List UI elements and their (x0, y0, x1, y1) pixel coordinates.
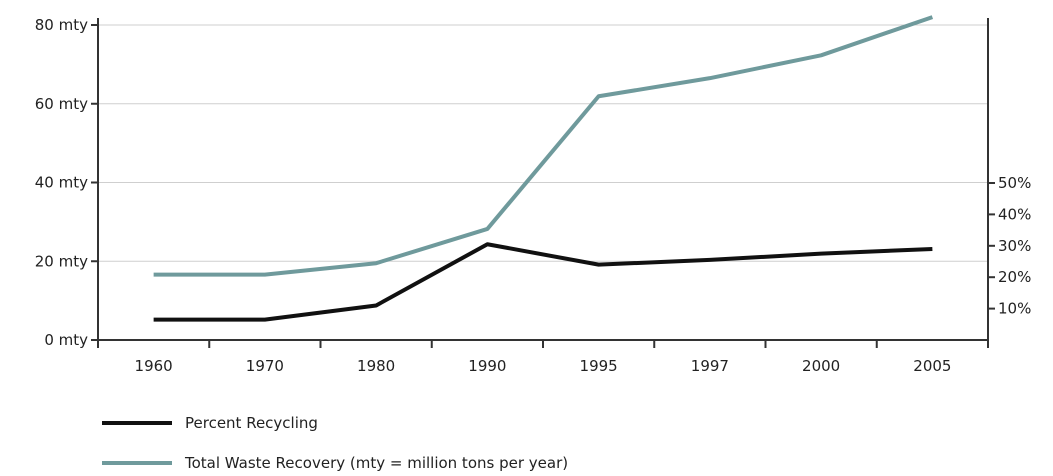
x-tick-label: 1990 (468, 357, 506, 375)
legend-label-total-waste-recovery: Total Waste Recovery (mty = million tons… (184, 454, 568, 472)
series-line-1 (153, 242, 933, 322)
x-tick-label: 1970 (246, 357, 284, 375)
x-axis-ticks: 1960 1970 1980 1990 1995 1997 2000 2005 (97, 340, 989, 375)
left-tick-label: 80 mty (35, 16, 88, 34)
x-tick-label: 1997 (691, 357, 729, 375)
left-tick-label: 40 mty (35, 174, 88, 192)
left-tick-label: 60 mty (35, 95, 88, 113)
x-tick-label: 1960 (135, 357, 173, 375)
right-tick-label: 40% (998, 205, 1031, 223)
axes (97, 18, 989, 341)
left-tick-label: 20 mty (35, 252, 88, 270)
x-tick-label: 2005 (913, 357, 951, 375)
series-lines (153, 15, 934, 322)
x-tick-label: 1995 (580, 357, 618, 375)
left-tick-label: 0 mty (44, 331, 88, 349)
right-tick-label: 10% (998, 300, 1031, 318)
right-tick-label: 20% (998, 268, 1031, 286)
legend-label-percent-recycling: Percent Recycling (185, 414, 318, 432)
right-tick-label: 50% (998, 174, 1031, 192)
left-axis-ticks: 0 mty 20 mty 40 mty 60 mty 80 mty (35, 16, 98, 349)
grid (98, 24, 988, 262)
right-axis-ticks: 10% 20% 30% 40% 50% (988, 174, 1031, 318)
x-tick-label: 2000 (802, 357, 840, 375)
legend: Percent Recycling Total Waste Recovery (… (102, 414, 568, 472)
series-line-0 (153, 15, 934, 277)
x-tick-label: 1980 (357, 357, 395, 375)
right-tick-label: 30% (998, 237, 1031, 255)
